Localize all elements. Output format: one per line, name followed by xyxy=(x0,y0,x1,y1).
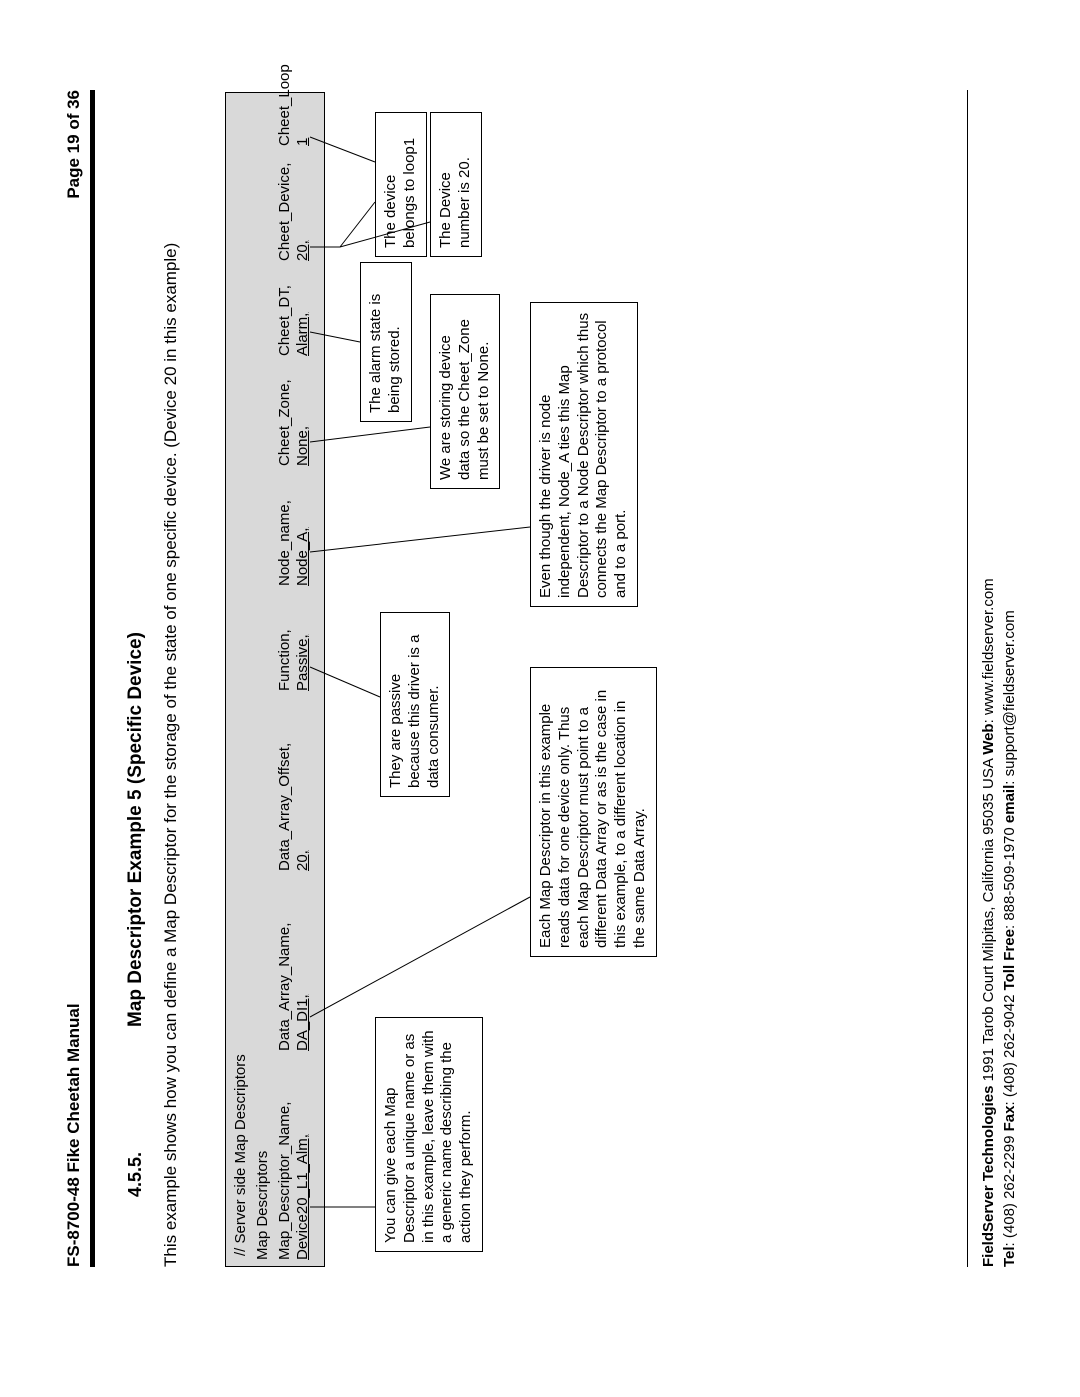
footer-web-label: Web xyxy=(980,723,997,754)
footer-text: FieldServer Technologies 1991 Tarob Cour… xyxy=(978,90,1020,1267)
col-header: Map_Descriptor_Name, xyxy=(276,1070,294,1260)
example-comment: // Server side Map Descriptors xyxy=(232,1054,249,1256)
example-box: // Server side Map Descriptors Map Descr… xyxy=(225,92,325,1267)
col-header: Cheet_Zone, xyxy=(276,366,294,466)
col-header: Cheet_Device, xyxy=(276,146,294,261)
callout-node: Even though the driver is node independe… xyxy=(530,302,638,607)
col-cheet-device: Cheet_Device, 20, xyxy=(276,146,312,261)
callout-loop: The device belongs to loop1 xyxy=(375,112,427,257)
col-header: Cheet_DT, xyxy=(276,266,294,356)
col-header: Data_Array_Offset, xyxy=(276,716,294,871)
example-group-header: Map Descriptors xyxy=(254,1151,271,1260)
footer-tel-value: : (408) 262-2299 xyxy=(1001,1131,1018,1246)
callout-name: You can give each Map Descriptor a uniqu… xyxy=(375,1017,483,1252)
col-header: Node_name, xyxy=(276,476,294,586)
footer-toll-value: : 888-509-1970 xyxy=(1001,823,1018,929)
callout-device: The Device number is 20. xyxy=(430,112,482,257)
callout-passive: They are passive because this driver is … xyxy=(380,612,450,797)
rotated-page: FS-8700-48 Fike Cheetah Manual Page 19 o… xyxy=(0,317,1080,1397)
footer-web-value: : www.fieldserver.com xyxy=(980,578,997,723)
footer-email-value: : support@fieldserver.com xyxy=(1001,610,1018,784)
col-value: None, xyxy=(294,366,312,466)
col-value: DA_DI1, xyxy=(294,901,312,1051)
col-value: 20, xyxy=(294,146,312,261)
col-header: Function, xyxy=(276,601,294,691)
col-value: 20, xyxy=(294,716,312,871)
footer-toll-label: Toll Free xyxy=(1001,929,1018,990)
section-title: Map Descriptor Example 5 (Specific Devic… xyxy=(125,632,147,1027)
col-cheet-dt: Cheet_DT, Alarm, xyxy=(276,266,312,356)
col-map-descriptor-name: Map_Descriptor_Name, Device20_L1_Alm, xyxy=(276,1070,312,1260)
header-doc-id: FS-8700-48 Fike Cheetah Manual xyxy=(64,1003,84,1267)
col-header: Data_Array_Name, xyxy=(276,901,294,1051)
col-function: Function, Passive, xyxy=(276,601,312,691)
footer-tel-label: Tel xyxy=(1001,1246,1018,1267)
col-value: Passive, xyxy=(294,601,312,691)
col-value: Node_A, xyxy=(294,476,312,586)
footer-email-label: email xyxy=(1001,785,1018,823)
col-cheet-loop: Cheet_Loop 1 xyxy=(276,51,312,146)
callout-alarm: The alarm state is being stored. xyxy=(360,262,412,422)
col-value: Device20_L1_Alm, xyxy=(294,1070,312,1260)
footer-line2: Tel: (408) 262-2299 Fax: (408) 262-9042 … xyxy=(999,90,1020,1267)
header-page: Page 19 of 36 xyxy=(64,90,84,199)
header-rule xyxy=(90,90,95,1267)
footer-fax-value: : (408) 262-9042 xyxy=(1001,990,1018,1105)
landscape-surface: FS-8700-48 Fike Cheetah Manual Page 19 o… xyxy=(0,0,1080,1397)
section-number: 4.5.5. xyxy=(125,1152,146,1197)
callout-zone: We are storing device data so the Cheet_… xyxy=(430,294,500,489)
intro-paragraph: This example shows how you can define a … xyxy=(160,90,183,1267)
footer-rule xyxy=(967,90,969,1267)
callout-each: Each Map Descriptor in this example read… xyxy=(530,667,657,957)
footer-addr: 1991 Tarob Court Milpitas, California 95… xyxy=(980,755,997,1086)
col-value: 1 xyxy=(294,51,312,146)
footer-line1: FieldServer Technologies 1991 Tarob Cour… xyxy=(978,90,999,1267)
col-header: Cheet_Loop xyxy=(276,51,294,146)
col-value: Alarm, xyxy=(294,266,312,356)
footer-fax-label: Fax xyxy=(1001,1106,1018,1132)
col-node-name: Node_name, Node_A, xyxy=(276,476,312,586)
col-cheet-zone: Cheet_Zone, None, xyxy=(276,366,312,466)
footer-company: FieldServer Technologies xyxy=(980,1086,997,1267)
col-data-array-offset: Data_Array_Offset, 20, xyxy=(276,716,312,871)
col-data-array-name: Data_Array_Name, DA_DI1, xyxy=(276,901,312,1051)
